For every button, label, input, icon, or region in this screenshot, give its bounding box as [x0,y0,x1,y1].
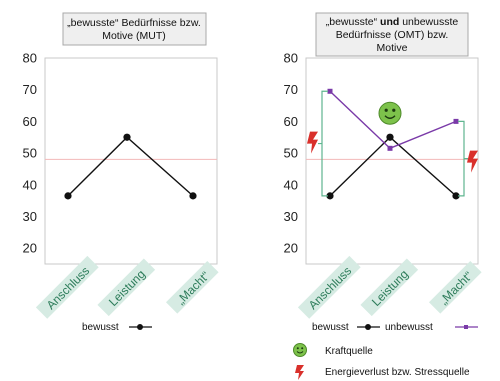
right-category-label-box [297,255,361,319]
right-point-bewusst [326,192,334,200]
left-y-tick-label: 60 [23,114,37,129]
left-point-bewusst [123,133,131,141]
left-category-label-box [97,258,156,317]
left-chart-title-line-1: „bewusste“ Bedürfnisse bzw. [67,17,201,29]
lightning-icon [295,365,304,380]
right-legend-marker-bewusst [365,324,371,330]
right-point-unbewusst [327,88,333,94]
left-legend: bewusst [82,322,152,333]
left-chart-title-box [62,12,207,46]
right-title-part-1: „bewusste“ [326,16,380,28]
right-category-label: Leistung [360,258,419,317]
left-category-label-box [165,260,219,314]
right-chart: 20 30 40 50 60 70 80 Anschluss Leistung „Macht“ [284,51,482,319]
left-y-tick-label: 20 [23,241,37,256]
right-legend: bewusst unbewusst [312,322,478,333]
lightning-icon [467,150,478,173]
left-y-tick-label: 80 [23,51,37,66]
right-legend-label-unbewusst: unbewusst [385,322,433,333]
bracket-macht [458,120,468,197]
left-plot-area [44,57,218,265]
left-category-label-text: „Macht“ [174,269,213,308]
left-legend-marker-bewusst [137,324,143,330]
right-y-tick-label: 60 [284,114,298,129]
left-point-bewusst [189,192,197,200]
right-category-label-text: Anschluss [306,264,355,313]
right-chart-title-line-3: Motive [377,42,408,54]
left-category-label: „Macht“ [165,260,219,314]
right-category-label-box [428,260,482,314]
right-category-label-box [360,258,419,317]
stressquelle-label: Energieverlust bzw. Stressquelle [325,367,470,378]
left-category-label: Anschluss [35,255,99,319]
left-category-label: Leistung [97,258,156,317]
left-chart-title-line-2: Motive (MUT) [102,30,166,42]
right-point-bewusst [386,133,394,141]
left-category-label-text: Leistung [106,267,148,309]
bracket-anschluss [318,90,328,197]
right-y-tick-label: 80 [284,51,298,66]
right-plot-area [305,57,479,265]
left-y-tick-label: 30 [23,209,37,224]
left-category-label-box [35,255,99,319]
kraftquelle-label: Kraftquelle [325,346,373,357]
left-y-tick-label: 40 [23,177,37,192]
stressquelle-legend: Energieverlust bzw. Stressquelle [295,365,470,380]
right-title-part-3: unbewusste [399,16,458,28]
right-chart-title-line-1: „bewusste“ und unbewusste [326,16,459,28]
left-chart: 20 30 40 50 60 70 80 Anschluss Leistung „Macht“ [23,51,219,319]
right-chart-title-box [315,12,469,57]
left-y-tick-label: 50 [23,146,37,161]
left-y-tick-label: 70 [23,82,37,97]
right-legend-marker-unbewusst [464,325,468,329]
right-y-tick-label: 30 [284,209,298,224]
left-category-label-text: Anschluss [44,264,93,313]
smiley-icon [293,343,307,357]
right-point-bewusst [452,192,460,200]
right-y-tick-label: 50 [284,146,298,161]
right-category-label-text: „Macht“ [437,269,476,308]
right-chart-title-line-2: Bedürfnisse (OMT) bzw. [336,29,449,41]
right-category-label: Anschluss [297,255,361,319]
right-y-tick-label: 40 [284,177,298,192]
kraftquelle-legend: Kraftquelle [293,343,373,357]
right-y-tick-label: 70 [284,82,298,97]
smiley-icon [378,101,402,125]
left-point-bewusst [64,192,72,200]
right-category-label-text: Leistung [369,267,411,309]
lightning-icon [307,131,318,154]
right-legend-label-bewusst: bewusst [312,322,349,333]
right-point-unbewusst [387,145,393,151]
right-y-tick-label: 20 [284,241,298,256]
left-legend-label-bewusst: bewusst [82,322,119,333]
right-point-unbewusst [453,118,459,124]
right-category-label: „Macht“ [428,260,482,314]
right-title-part-2: und [380,16,399,28]
